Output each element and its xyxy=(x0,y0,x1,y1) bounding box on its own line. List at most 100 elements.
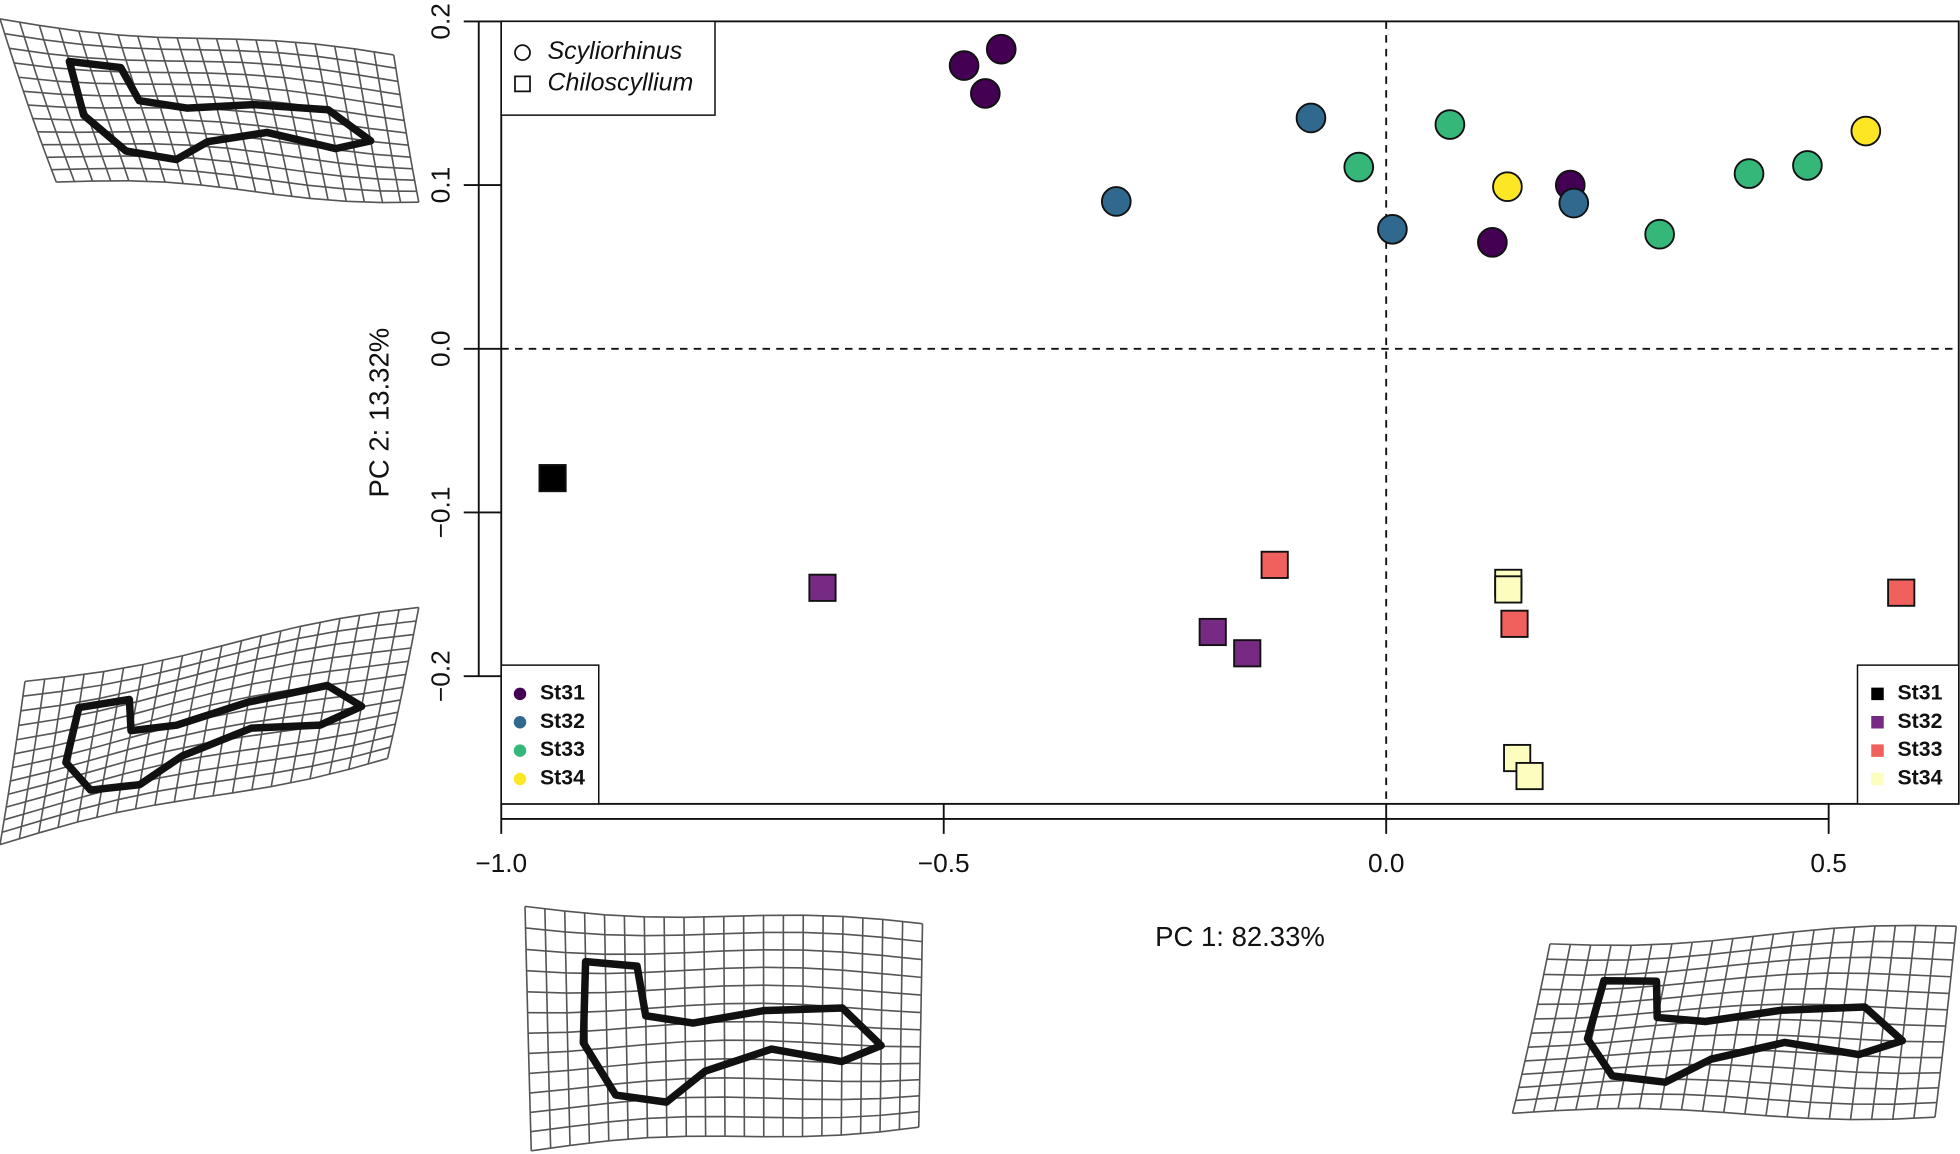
grid-warp-line xyxy=(821,915,824,1137)
grid-warp-line xyxy=(527,1002,921,1014)
legend-symbol xyxy=(513,716,527,729)
x-tick-label: −0.5 xyxy=(918,848,970,878)
grid-warp-line xyxy=(1518,1078,1939,1090)
grid-warp-line xyxy=(1549,924,1957,947)
grid-warp-line xyxy=(531,1126,919,1152)
grid-warp-line xyxy=(18,76,403,109)
grid-warp-line xyxy=(22,620,417,697)
grid-warp-line xyxy=(528,1039,921,1055)
y-tick-label: 0.0 xyxy=(425,331,455,368)
point xyxy=(948,50,980,81)
grid-warp-line xyxy=(1543,956,1953,976)
x-tick-label: 0.5 xyxy=(1810,848,1846,878)
legend-symbol xyxy=(1871,744,1884,757)
point xyxy=(1500,609,1529,638)
legend-symbol xyxy=(513,687,527,701)
legend-symbol xyxy=(1871,687,1884,701)
grid-warp-line xyxy=(10,699,401,782)
y-tick-label: −0.2 xyxy=(425,650,455,702)
grid-warp-line xyxy=(703,916,707,1137)
x-tick-label: −1.0 xyxy=(475,848,527,878)
grid-warp-line xyxy=(563,911,571,1146)
legend-symbol xyxy=(513,772,527,786)
grid-warp-line xyxy=(530,1094,920,1114)
grid-warp-line xyxy=(1891,925,1917,1120)
grid-warp-line xyxy=(917,923,924,1128)
grid-warp-line xyxy=(18,647,412,727)
grid-warp-line xyxy=(6,723,396,808)
legend-symbol xyxy=(1871,772,1884,786)
point xyxy=(1434,109,1466,140)
x-tick-label: 0.0 xyxy=(1368,848,1404,878)
legend-symbol xyxy=(514,75,531,93)
grid-warp-line xyxy=(1537,987,1950,1006)
grid-warp-line xyxy=(1596,945,1633,1109)
grid-warp-line xyxy=(32,117,409,147)
grid-warp-line xyxy=(1913,925,1937,1119)
grid-warp-line xyxy=(524,905,923,925)
grid-warp-line xyxy=(529,1058,921,1075)
grid-warp-line xyxy=(1511,943,1551,1114)
legend-label: Chiloscyllium xyxy=(548,68,694,96)
plot-box xyxy=(500,20,1960,805)
deformation-grids xyxy=(0,18,1958,1152)
point xyxy=(1792,150,1823,181)
point xyxy=(970,78,1001,109)
grid-warp-line xyxy=(13,62,401,96)
grid-warp-line xyxy=(1786,929,1815,1118)
grid-warp-line xyxy=(4,32,396,69)
point xyxy=(1260,550,1289,579)
legend-label: St31 xyxy=(1898,680,1943,704)
x-axis-label: PC 1: 82.33% xyxy=(1155,921,1325,952)
shape-outline xyxy=(62,681,366,794)
shape-outline xyxy=(579,957,885,1106)
grid-warp-line xyxy=(530,1110,920,1133)
shape-outline xyxy=(65,57,375,164)
grid-warp-line xyxy=(525,948,922,961)
y-tick-label: 0.2 xyxy=(425,3,455,40)
point xyxy=(1377,213,1408,245)
point xyxy=(1644,218,1675,250)
legend-label: St33 xyxy=(1898,737,1943,761)
grid-warp-line xyxy=(14,673,406,755)
grid-warp-line xyxy=(1546,940,1955,962)
grid-warp-line xyxy=(879,919,884,1132)
point xyxy=(1733,158,1765,189)
grid-warp-line xyxy=(24,606,419,683)
grid-warp-line xyxy=(1528,1033,1944,1049)
grid-warp-line xyxy=(1521,1063,1941,1076)
grid-warp-line xyxy=(1512,1107,1936,1121)
legend-symbol xyxy=(513,744,527,757)
grid-warp-line xyxy=(1540,972,1951,991)
legend-symbol xyxy=(1871,716,1884,729)
point xyxy=(1492,171,1523,203)
grid-warp-line xyxy=(0,18,394,56)
legend-label: St34 xyxy=(1898,766,1943,790)
species-legend xyxy=(500,20,716,116)
point xyxy=(1887,578,1916,607)
grid-warp-line xyxy=(526,966,922,979)
shape-outline xyxy=(1583,976,1907,1086)
point xyxy=(1100,186,1132,217)
y-axis-label: PC 2: 13.32% xyxy=(364,328,395,498)
grid-warp-line xyxy=(898,921,904,1130)
point xyxy=(1477,227,1508,258)
grid-warp-line xyxy=(525,927,923,943)
grid-warp-line xyxy=(9,47,399,83)
grid-warp-line xyxy=(1553,944,1592,1111)
grid-warp-line xyxy=(42,143,413,170)
legend-label: St32 xyxy=(1898,709,1943,733)
legend-label: St33 xyxy=(540,737,585,761)
grid-warp-line xyxy=(527,984,922,996)
grid-warp-line xyxy=(742,915,746,1137)
y-tick-label: 0.1 xyxy=(425,167,455,204)
grid-warp-line xyxy=(722,916,726,1137)
grid-warp-line xyxy=(176,37,221,188)
grid-warp-line xyxy=(23,90,405,122)
legend-label: St34 xyxy=(540,766,585,790)
grid-warp-line xyxy=(56,179,419,204)
legend-label: Scyliorhinus xyxy=(548,37,683,65)
grid-warp-line xyxy=(1524,1048,1943,1062)
grid-warp-line xyxy=(51,167,417,193)
